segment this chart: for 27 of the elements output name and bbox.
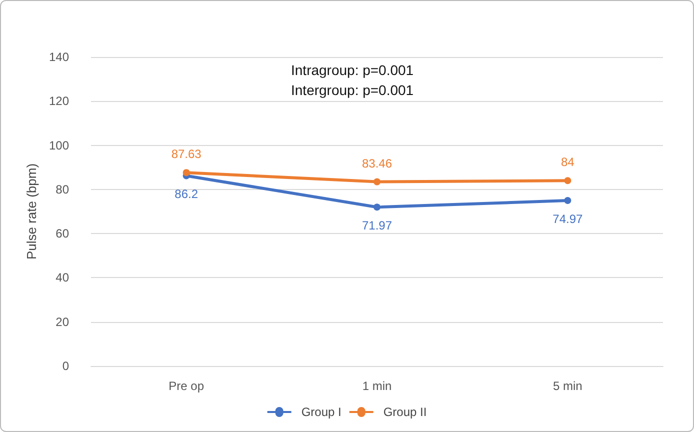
x-tick-label: 5 min — [552, 379, 582, 393]
point — [374, 178, 380, 186]
annotation: Intragroup: p=0.001 — [291, 62, 414, 78]
data-label: 74.97 — [552, 212, 584, 226]
data-label: 83.46 — [362, 156, 392, 170]
point — [564, 197, 572, 204]
point — [182, 169, 190, 176]
y-tick-label: 80 — [56, 182, 70, 196]
x-tick-label: 1 min — [362, 379, 392, 393]
point — [564, 177, 572, 184]
y-tick-label: 120 — [48, 94, 70, 108]
y-tick-label: 20 — [56, 314, 70, 329]
y-axis-title: Pulse rate (bpm) — [24, 163, 40, 260]
data-label: 86.2 — [174, 187, 198, 202]
y-tick-label: 60 — [56, 226, 70, 241]
point — [374, 204, 380, 211]
y-tick-label: 140 — [48, 50, 70, 64]
data-label: 71.97 — [362, 218, 392, 233]
data-label: 84 — [560, 155, 575, 170]
y-tick-label: 100 — [48, 138, 70, 152]
y-tick-label: 0 — [62, 359, 70, 373]
y-tick-label: 40 — [56, 270, 70, 285]
x-tick-label: Pre op — [168, 379, 204, 393]
legend-label: Group II — [383, 405, 427, 419]
data-label: 87.63 — [171, 147, 202, 162]
annotation: Intergroup: p=0.001 — [291, 82, 414, 98]
legend-label: Group I — [301, 405, 342, 419]
